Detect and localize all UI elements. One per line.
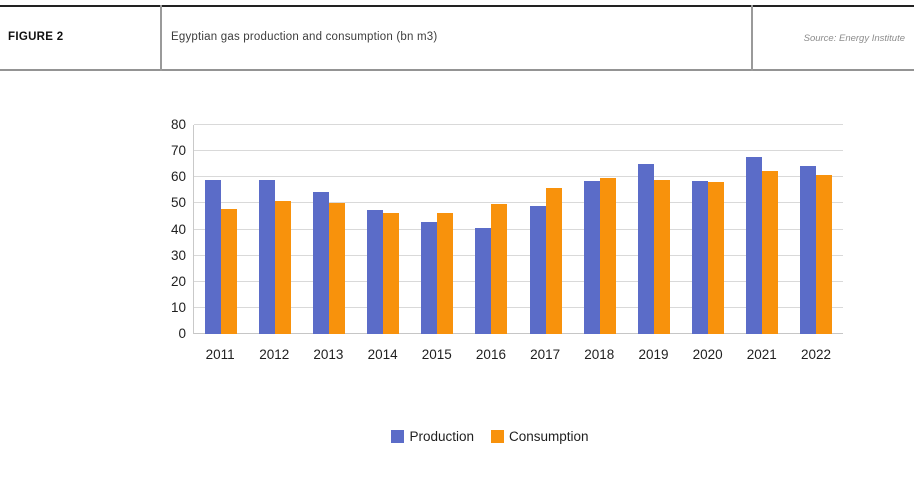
y-tick-label: 60	[170, 169, 186, 185]
x-tick-label: 2016	[475, 347, 506, 362]
gridline	[194, 333, 843, 334]
bar-consumption-2012	[275, 201, 292, 334]
header-top-rule	[0, 5, 914, 7]
gridline	[194, 228, 843, 230]
legend-item-production: Production	[391, 429, 474, 444]
x-tick-label: 2018	[584, 347, 615, 362]
bar-consumption-2013	[329, 203, 346, 334]
bar-groups	[194, 125, 843, 334]
bar-group-2013	[302, 192, 356, 334]
bar-consumption-2021	[761, 171, 778, 334]
legend-label-consumption: Consumption	[509, 429, 589, 444]
bar-consumption-2016	[491, 203, 508, 334]
bar-production-2012	[259, 180, 276, 334]
x-tick-label: 2022	[800, 347, 831, 362]
bar-consumption-2015	[437, 213, 454, 334]
y-tick-label: 0	[178, 326, 186, 341]
header-divider-right	[751, 5, 753, 71]
bar-production-2017	[529, 206, 546, 334]
gridline	[194, 254, 843, 256]
figure-label: FIGURE 2	[8, 31, 64, 43]
bar-group-2016	[464, 203, 518, 334]
gridline	[194, 124, 843, 125]
header-bottom-rule	[0, 69, 914, 71]
bar-production-2016	[475, 228, 492, 334]
bar-production-2014	[367, 210, 384, 334]
bar-group-2018	[573, 178, 627, 334]
gridline	[194, 202, 843, 204]
x-tick-label: 2015	[421, 347, 452, 362]
bar-consumption-2014	[383, 212, 400, 334]
legend-swatch-production-icon	[391, 430, 405, 443]
y-tick-label: 20	[170, 273, 186, 289]
x-tick-label: 2011	[205, 347, 235, 362]
y-tick-label: 50	[170, 195, 186, 211]
y-tick-label: 10	[170, 299, 186, 315]
bar-group-2012	[248, 180, 302, 334]
bar-production-2013	[313, 192, 330, 334]
bar-consumption-2022	[815, 175, 832, 334]
bar-group-2014	[356, 210, 410, 334]
y-tick-label: 30	[170, 247, 186, 263]
x-tick-label: 2017	[530, 347, 561, 362]
gridline	[194, 280, 843, 282]
y-tick-label: 80	[170, 117, 186, 132]
x-tick-label: 2013	[313, 347, 344, 362]
bar-group-2019	[627, 164, 681, 334]
x-tick-label: 2019	[638, 347, 669, 362]
chart-source: Source: Energy Institute	[803, 33, 905, 44]
x-tick-label: 2014	[367, 347, 398, 362]
legend-label-production: Production	[409, 429, 474, 444]
bar-production-2020	[691, 181, 708, 334]
bar-group-2011	[194, 179, 248, 334]
bar-consumption-2018	[599, 178, 616, 334]
y-tick-label: 40	[170, 221, 186, 237]
bar-production-2022	[799, 165, 816, 334]
legend-item-consumption: Consumption	[491, 429, 589, 444]
legend: Production Consumption	[165, 429, 815, 444]
legend-swatch-consumption-icon	[491, 430, 504, 443]
x-axis-labels: 2011 2012 2013 2014 2015 2016 2017 2018 2019 2020…	[193, 347, 843, 362]
gridline	[194, 176, 843, 178]
bar-production-2018	[583, 181, 600, 334]
bar-consumption-2020	[707, 182, 724, 334]
x-tick-label: 2020	[692, 347, 723, 362]
bar-group-2015	[410, 213, 464, 334]
gridline	[194, 150, 843, 152]
bar-production-2021	[745, 156, 762, 334]
bar-production-2011	[205, 179, 222, 334]
bar-consumption-2011	[221, 208, 238, 334]
bar-production-2019	[637, 164, 654, 334]
y-axis-labels: 0 10 20 30 40 50 60 70 80	[140, 117, 186, 341]
header-divider-left	[160, 5, 162, 71]
x-tick-label: 2012	[259, 347, 290, 362]
gridline	[194, 306, 843, 308]
chart-title: Egyptian gas production and consumption …	[171, 31, 438, 43]
bar-consumption-2019	[653, 180, 670, 334]
bar-group-2021	[735, 156, 789, 334]
bar-group-2017	[518, 188, 572, 334]
x-tick-label: 2021	[746, 347, 777, 362]
bar-consumption-2017	[545, 188, 562, 334]
bar-group-2020	[681, 181, 735, 334]
plot-area	[193, 124, 843, 334]
y-tick-label: 70	[170, 143, 186, 159]
bar-production-2015	[421, 222, 438, 334]
bar-group-2022	[789, 165, 843, 334]
